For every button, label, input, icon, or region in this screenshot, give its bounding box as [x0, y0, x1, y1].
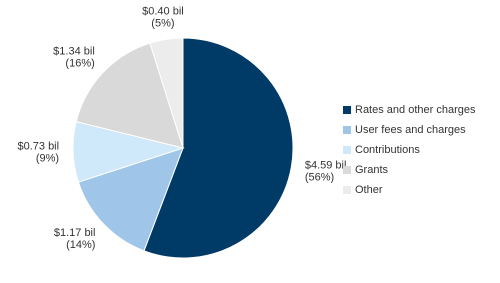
value-label: $4.59 bil [305, 160, 347, 172]
percent-label: (9%) [36, 153, 59, 165]
legend-swatch [343, 186, 351, 194]
value-label: $1.34 bil [53, 46, 95, 58]
value-label: $0.40 bil [142, 5, 184, 17]
legend-label: Grants [355, 164, 389, 176]
value-label: $0.73 bil [17, 141, 59, 153]
percent-label: (14%) [66, 239, 95, 251]
legend-label: Rates and other charges [355, 104, 476, 116]
legend-label: Other [355, 184, 383, 196]
legend-swatch [343, 166, 351, 174]
percent-label: (5%) [151, 17, 174, 29]
percent-label: (56%) [305, 172, 334, 184]
pie-slice [143, 37, 294, 259]
legend-label: Contributions [355, 144, 420, 156]
legend-swatch [343, 126, 351, 134]
pie-slice [75, 42, 184, 149]
value-label: $1.17 bil [54, 227, 96, 239]
legend-swatch [343, 146, 351, 154]
pie-slice [149, 37, 184, 149]
percent-label: (16%) [65, 58, 94, 70]
legend-label: User fees and charges [355, 124, 466, 136]
legend-swatch [343, 106, 351, 114]
